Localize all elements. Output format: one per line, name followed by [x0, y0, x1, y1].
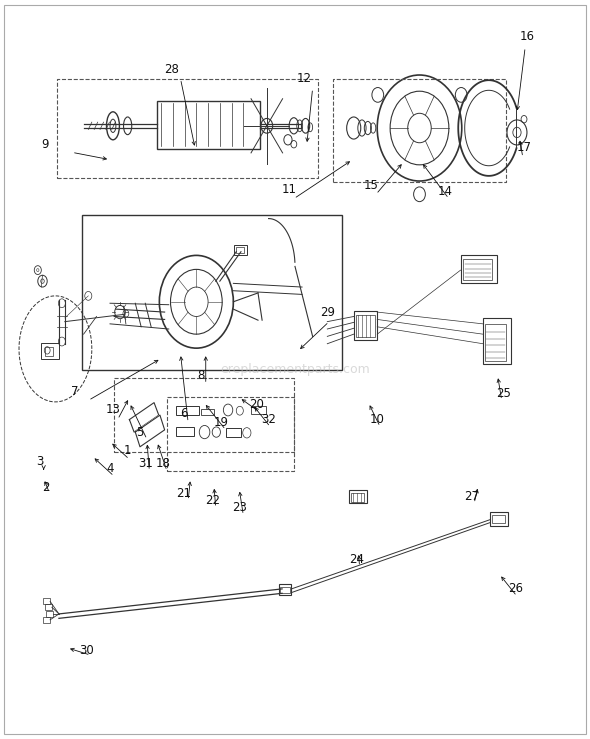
Polygon shape — [135, 415, 165, 447]
Bar — [352, 493, 364, 502]
Text: 2: 2 — [42, 481, 49, 494]
Text: 23: 23 — [232, 501, 247, 514]
Bar — [46, 611, 53, 617]
Bar — [483, 318, 511, 364]
Bar — [354, 310, 377, 340]
Bar — [492, 514, 505, 523]
Text: 18: 18 — [155, 457, 171, 470]
Text: 6: 6 — [180, 407, 187, 420]
Text: 20: 20 — [250, 398, 264, 412]
Text: 24: 24 — [349, 553, 364, 566]
Text: 19: 19 — [214, 416, 229, 429]
Text: 32: 32 — [261, 413, 276, 426]
Text: 14: 14 — [437, 185, 453, 198]
Bar — [41, 343, 59, 359]
Bar — [280, 587, 290, 593]
Bar — [461, 255, 497, 282]
Text: 15: 15 — [364, 179, 379, 192]
Text: 16: 16 — [519, 30, 535, 43]
Text: 5: 5 — [136, 426, 143, 438]
Text: 25: 25 — [496, 386, 511, 400]
Bar — [83, 215, 342, 370]
Text: 10: 10 — [370, 413, 385, 426]
Bar — [45, 605, 52, 610]
Text: 31: 31 — [138, 457, 153, 470]
Bar — [356, 315, 375, 337]
Bar — [485, 324, 506, 361]
Text: 8: 8 — [198, 369, 205, 382]
Bar — [226, 429, 241, 437]
Text: 12: 12 — [296, 72, 312, 85]
Polygon shape — [129, 403, 159, 432]
Bar — [201, 409, 214, 415]
Text: 7: 7 — [71, 385, 78, 398]
Bar — [43, 599, 50, 605]
Bar — [278, 585, 291, 595]
Text: 26: 26 — [508, 582, 523, 596]
Bar — [176, 427, 194, 436]
Text: 9: 9 — [42, 138, 49, 151]
Text: 1: 1 — [124, 444, 132, 457]
Text: 13: 13 — [106, 403, 120, 417]
Bar — [45, 347, 53, 356]
Bar — [157, 101, 260, 149]
Bar — [251, 406, 266, 414]
Text: 27: 27 — [464, 490, 478, 503]
Text: 17: 17 — [516, 140, 532, 154]
Text: 30: 30 — [79, 644, 94, 657]
Text: 4: 4 — [106, 463, 114, 475]
Bar — [176, 406, 199, 415]
Text: 3: 3 — [36, 455, 43, 468]
Text: 22: 22 — [205, 494, 220, 507]
Bar — [463, 259, 492, 279]
Text: 21: 21 — [176, 487, 191, 500]
Text: ereplacementparts.com: ereplacementparts.com — [220, 363, 370, 376]
Text: 28: 28 — [164, 63, 179, 75]
Bar — [349, 490, 366, 503]
Text: 29: 29 — [320, 305, 335, 319]
Bar — [235, 248, 244, 253]
Bar — [43, 617, 50, 623]
Bar — [490, 512, 507, 525]
Text: 11: 11 — [281, 183, 297, 196]
Bar — [234, 245, 247, 256]
